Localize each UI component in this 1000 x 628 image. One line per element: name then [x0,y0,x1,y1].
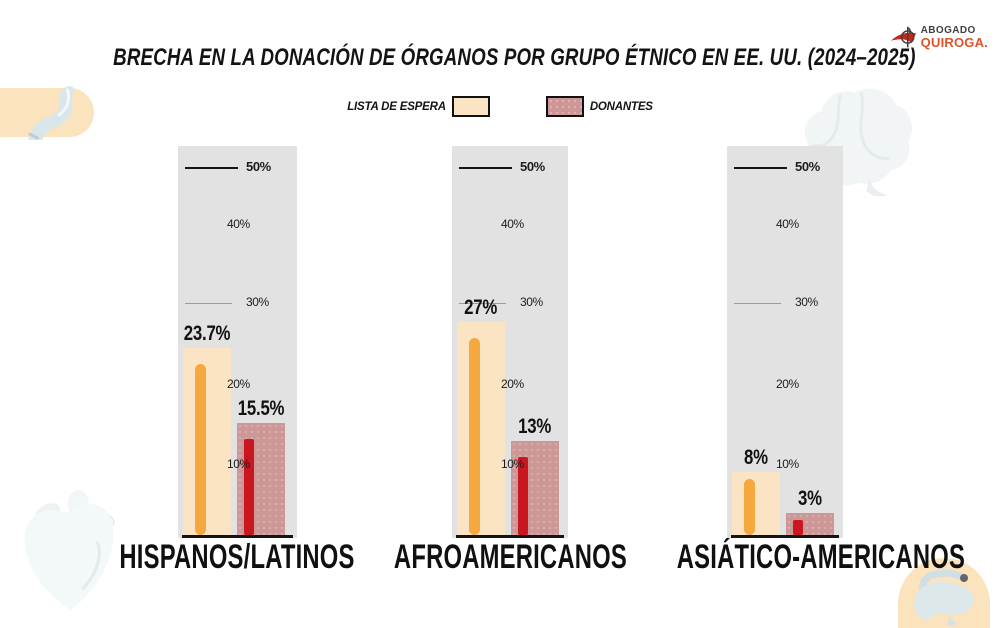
axis-tick-label: 40% [501,217,524,231]
bar-value-label: 27% [464,296,498,319]
bar-value-label: 3% [798,487,822,510]
logo-name-bottom: QUIROGA. [920,35,988,51]
bar-waitlist-accent [195,364,206,535]
category-label: ASIÁTICO-AMERICANOS [676,538,966,576]
legend-swatch-waitlist [451,96,490,117]
axis-tick-label: 20% [227,377,250,391]
axis-tick-line-50 [459,167,512,169]
axis-tick-label: 50% [246,159,271,174]
bar-waitlist [183,348,231,535]
legend-label-waitlist: LISTA DE ESPERA [347,100,446,113]
logo: ABOGADO QUIROGA. [890,25,988,51]
bar-waitlist [732,472,780,535]
axis-tick-line-50 [185,167,238,169]
chart-panel-1: 50% 40% 30% 20% 10% 23.7% 15.5% [178,146,297,538]
stomach-icon [28,86,74,140]
axis-tick-label: 10% [227,457,250,471]
logo-icon [890,26,916,48]
page-title: BRECHA EN LA DONACIÓN DE ÓRGANOS POR GRU… [113,44,916,71]
axis-tick-label: 10% [776,457,799,471]
bar-donors-accent [244,439,254,535]
heart-icon [24,490,115,610]
liver-icon [914,569,975,626]
axis-tick-label: 10% [501,457,524,471]
axis-baseline [182,535,293,538]
axis-tick-label: 40% [227,217,250,231]
chart-panel-3: 50% 40% 30% 20% 10% 8% 3% [727,146,843,538]
legend: LISTA DE ESPERA DONANTES [0,96,1000,117]
category-label: HISPANOS/LATINOS [119,538,356,576]
chart-panel-2: 50% 40% 30% 20% 10% 27% 13% [452,146,568,538]
logo-name-top: ABOGADO [920,24,976,36]
axis-tick-line-30 [734,303,781,304]
bar-value-label: 8% [744,446,768,469]
axis-baseline [731,535,839,538]
bar-waitlist-accent [469,338,480,535]
bar-value-label: 15.5% [237,397,285,420]
bar-value-label: 23.7% [183,322,231,345]
axis-tick-label: 20% [776,377,799,391]
axis-tick-label: 40% [776,217,799,231]
axis-tick-label: 30% [795,295,818,309]
axis-tick-line-50 [734,167,787,169]
bar-waitlist-accent [744,479,755,535]
bar-donors-accent [518,457,528,535]
bar-value-label: 13% [518,415,552,438]
axis-tick-label: 30% [246,295,269,309]
axis-tick-label: 50% [795,159,820,174]
category-label: AFROAMERICANOS [393,538,627,576]
axis-baseline [456,535,564,538]
axis-tick-label: 50% [520,159,545,174]
legend-label-donors: DONANTES [589,100,653,113]
bar-waitlist [457,322,505,535]
bar-donors-accent [793,520,803,535]
axis-tick-line-30 [459,303,506,304]
legend-swatch-donors [545,96,584,117]
axis-tick-label: 20% [501,377,524,391]
axis-tick-line-30 [185,303,232,304]
axis-tick-label: 30% [520,295,543,309]
